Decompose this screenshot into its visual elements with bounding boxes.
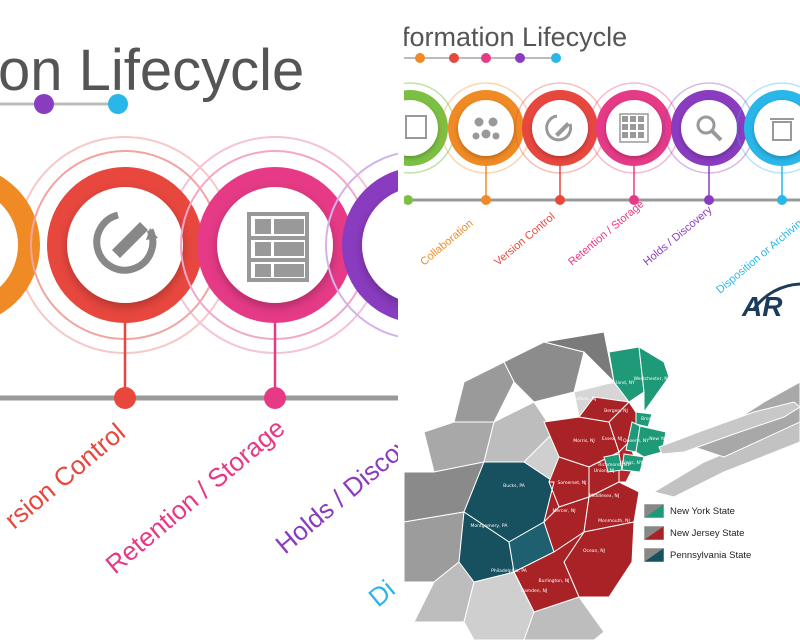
county-label: Kings, NY [621,460,642,466]
timeline-node [777,195,787,205]
stage-label: rsion Control [0,417,131,535]
stage-circle-collaboration [0,175,40,315]
new-jersey-counties [513,396,640,613]
stage-label: Di [363,574,398,613]
county-label: Montgomery, PA [471,523,509,529]
stage-circle-collaboration [440,82,532,174]
stage-label: Holds / Discovery [641,204,715,269]
edit-refresh-icon [545,114,573,142]
stage-label: Version Control [492,211,557,269]
legend-item: New Jersey State [643,525,744,541]
county-label: Camden, NJ [521,588,547,594]
legend-item: New York State [643,503,735,519]
magnifier-icon [696,115,723,142]
county-label: Burlington, NJ [539,578,570,584]
timeline-dot [34,94,54,114]
timeline-node [704,195,714,205]
county-label: Ocean, NJ [583,548,605,554]
timeline-node [629,195,639,205]
pennsylvania-counties [458,461,555,583]
stage-circle-holds [325,152,398,338]
map-legend: New York State New Jersey State Pennsylvan… [643,503,751,563]
lifecycle-panel: formation Lifecycle Collaboration Version… [404,4,800,316]
county-label: Monmouth, NJ [598,518,630,524]
stage-label: Holds / Discove [270,421,398,560]
county-label: Middlesex, NJ [589,493,619,499]
legend-label: New Jersey State [670,528,744,539]
county-label: Queens, NY [623,438,649,444]
county-label: New York, NY [649,436,679,442]
stage-circle-retention-storage [588,82,680,174]
stage-circle-version-control [30,150,220,340]
legend-label: Pennsylvania State [670,550,751,561]
county-label: Union, NJ [594,468,615,474]
shelves-icon [247,212,309,282]
map-panel: Rockland, NY Westchester, NY Bronx, NY New … [404,322,800,640]
edit-refresh-icon [93,211,158,274]
timeline-dot [108,94,128,114]
long-island [658,401,800,455]
county-label: Mercer, NJ [552,508,575,514]
county-label: Philadelphia, PA [491,568,528,574]
timeline-node [114,387,136,409]
stage-label: Collaboration [418,217,475,268]
stage-circle-disposition-or-archiving [736,82,800,174]
county-label: Bucks, PA [503,483,526,489]
stage-circle-version-control [514,82,606,174]
people-gears-icon [472,117,500,140]
stage-circle-holds-discovery [663,82,755,174]
county-label: Hudson, NJ [572,396,597,402]
trash-icon [770,118,794,141]
legend-label: New York State [670,506,735,517]
stage-label: Disposition or Archiving [714,214,800,297]
lifecycle-zoom-panel: on Lifecycle [0,0,398,640]
page-title: on Lifecycle [0,38,304,103]
timeline-node [481,195,491,205]
new-york-counties [603,346,670,473]
county-label: Morris, NJ [573,438,594,444]
timeline-node [264,387,286,409]
svg-text:AR: AR [741,291,783,316]
county-label: Bronx, NY [641,416,663,422]
stage-label: Retention / Storage [566,198,646,268]
lifecycle-zoom-graphic: on Lifecycle [0,38,398,613]
county-label: Westchester, NY [634,376,671,382]
page-title: formation Lifecycle [404,22,627,52]
county-label: Richmond, NY [598,462,630,468]
legend-item: Pennsylvania State [643,547,751,563]
company-logo: AR [741,282,800,316]
county-label: Essex, NJ [602,436,622,442]
county-label: Somerset, NJ [557,480,586,486]
timeline-node [555,195,565,205]
county-label: Rockland, NY [605,380,635,386]
stage-circle-retention [180,150,370,340]
county-label: Bergen, NJ [604,408,628,414]
lifecycle-graphic: formation Lifecycle Collaboration Version… [404,22,800,316]
shelves-icon [619,113,649,143]
